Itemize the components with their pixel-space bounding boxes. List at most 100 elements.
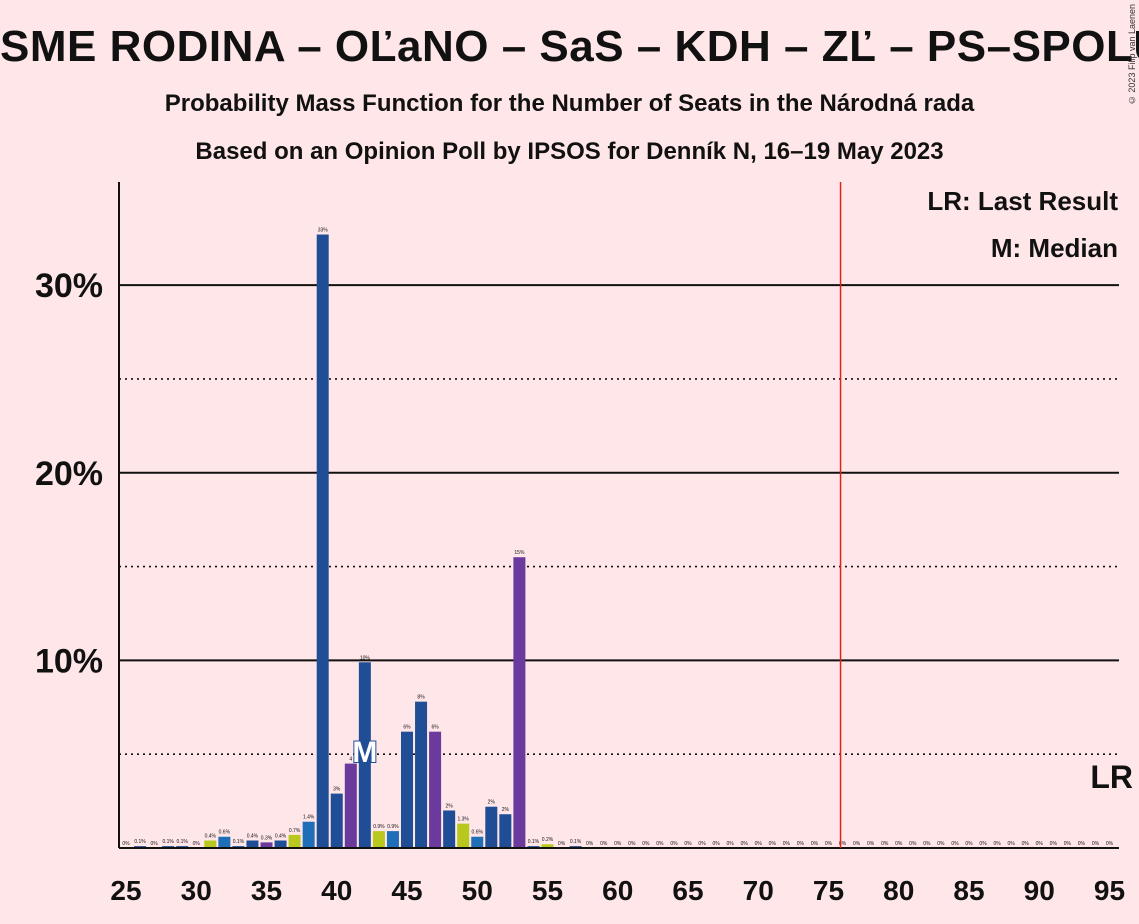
bar-47 [429, 731, 442, 848]
last-result-marker: LR [1090, 759, 1133, 795]
bar-label-29: 0.1% [176, 839, 188, 845]
bar-38 [302, 821, 315, 848]
bar-39 [316, 234, 329, 849]
bar-label-38: 1.4% [303, 815, 315, 821]
bars-group [134, 234, 582, 849]
bar-label-40: 3% [333, 787, 341, 793]
bar-label-55: 0.2% [542, 837, 554, 843]
bar-label-65: 0% [684, 841, 692, 847]
bar-label-46: 8% [417, 695, 425, 701]
grid-lines [119, 284, 1119, 755]
bar-55 [541, 844, 554, 848]
bar-35 [260, 842, 273, 848]
chart-subtitle: Probability Mass Function for the Number… [164, 90, 975, 117]
bar-label-71: 0% [769, 841, 777, 847]
bar-label-93: 0% [1078, 841, 1086, 847]
bar-label-60: 0% [614, 841, 622, 847]
bar-label-66: 0% [698, 841, 706, 847]
bar-label-54: 0.1% [528, 839, 540, 845]
bar-label-64: 0% [670, 841, 678, 847]
bar-label-44: 0.9% [387, 824, 399, 830]
bar-label-68: 0% [727, 841, 735, 847]
bar-43 [372, 831, 385, 848]
bar-label-49: 1.3% [457, 817, 469, 823]
bar-label-37: 0.7% [289, 828, 301, 834]
bar-label-39: 33% [318, 228, 329, 234]
bar-41 [344, 763, 357, 848]
bar-label-43: 0.9% [373, 824, 385, 830]
bar-label-26: 0.1% [134, 839, 146, 845]
bar-label-58: 0% [586, 841, 594, 847]
bar-label-52: 2% [502, 807, 510, 813]
y-tick-label: 30% [35, 267, 103, 305]
x-tick-label: 55 [532, 875, 563, 906]
bar-label-75: 0% [825, 841, 833, 847]
y-tick-label: 20% [35, 455, 103, 493]
bar-50 [471, 836, 484, 848]
x-tick-label: 75 [813, 875, 844, 906]
x-tick-label: 70 [743, 875, 774, 906]
bar-label-85: 0% [965, 841, 973, 847]
bar-label-33: 0.1% [233, 839, 245, 845]
x-tick-label: 30 [181, 875, 212, 906]
bar-label-69: 0% [741, 841, 749, 847]
bar-label-34: 0.4% [247, 833, 259, 839]
bar-label-51: 2% [488, 800, 496, 806]
bar-label-94: 0% [1092, 841, 1100, 847]
x-tick-label: 80 [883, 875, 914, 906]
legend-median: M: Median [991, 233, 1118, 263]
bar-label-83: 0% [937, 841, 945, 847]
bar-label-45: 6% [403, 725, 411, 731]
bar-label-30: 0% [193, 841, 201, 847]
bar-label-50: 0.6% [472, 830, 484, 836]
bar-51 [485, 806, 498, 848]
bar-45 [401, 731, 413, 848]
y-tick-label: 10% [35, 642, 103, 680]
bar-label-35: 0.3% [261, 835, 273, 841]
x-tick-label: 25 [110, 875, 141, 906]
bar-label-47: 6% [431, 725, 439, 731]
bar-label-56: 0% [558, 841, 566, 847]
axes-group: 10% 20% 30% 25 30 35 40 45 50 55 60 65 70 75 80 85 90 95 [35, 182, 1125, 906]
bar-31 [204, 840, 217, 848]
bar-label-67: 0% [712, 841, 720, 847]
bar-label-36: 0.4% [275, 833, 287, 839]
bar-label-31: 0.4% [205, 833, 217, 839]
bar-label-81: 0% [909, 841, 917, 847]
bar-labels-group: 0% 0.1% 0% 0.1% 0.1% 0%0.4%0.6%0.1%0.4% 0.3% 0.… [122, 228, 1113, 847]
bar-40 [330, 793, 343, 848]
bar-44 [386, 831, 399, 848]
bar-label-42: 10% [360, 655, 371, 661]
x-tick-label: 45 [391, 875, 422, 906]
bar-36 [274, 840, 287, 848]
bar-label-95: 0% [1106, 841, 1114, 847]
x-tick-label: 50 [462, 875, 493, 906]
median-marker: M [352, 736, 377, 769]
bar-label-25: 0% [122, 841, 130, 847]
bar-label-90: 0% [1036, 841, 1044, 847]
x-tick-label: 40 [321, 875, 352, 906]
bar-48 [443, 810, 456, 848]
bar-label-89: 0% [1022, 841, 1030, 847]
bar-label-92: 0% [1064, 841, 1072, 847]
bar-label-80: 0% [895, 841, 903, 847]
bar-label-72: 0% [783, 841, 791, 847]
bar-label-77: 0% [853, 841, 861, 847]
bar-53 [513, 557, 526, 848]
x-tick-label: 95 [1094, 875, 1125, 906]
bar-label-86: 0% [979, 841, 987, 847]
bar-label-57: 0.1% [570, 839, 582, 845]
bar-label-27: 0% [150, 841, 158, 847]
bar-46 [415, 701, 428, 848]
overlay-group: M LR LR: Last Result M: Median [351, 182, 1133, 848]
bar-label-84: 0% [951, 841, 959, 847]
bar-label-87: 0% [993, 841, 1001, 847]
bar-37 [288, 834, 301, 848]
bar-label-59: 0% [600, 841, 608, 847]
bar-label-73: 0% [797, 841, 805, 847]
x-tick-label: 60 [602, 875, 633, 906]
bar-label-62: 0% [642, 841, 650, 847]
x-tick-label: 35 [251, 875, 282, 906]
bar-label-88: 0% [1008, 841, 1016, 847]
